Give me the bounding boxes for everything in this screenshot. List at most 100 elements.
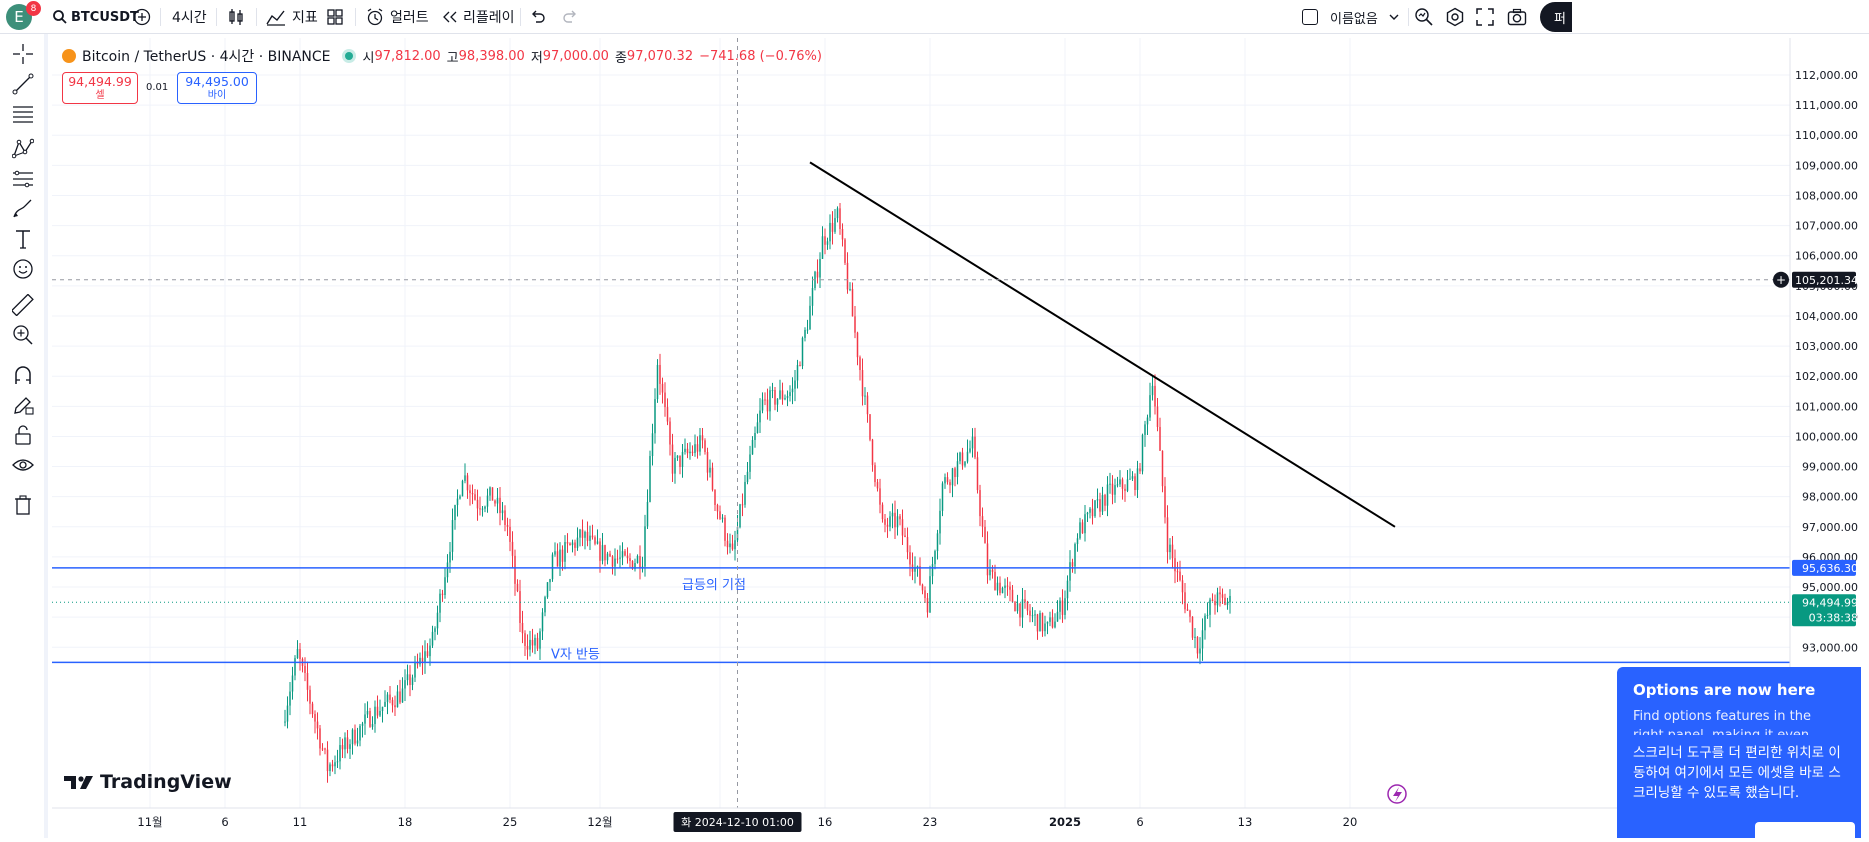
symbol-search-button[interactable]: BTCUSDT: [52, 4, 139, 30]
candle-body: [784, 398, 786, 400]
quick-search-button[interactable]: [1414, 4, 1436, 30]
candle-body: [611, 556, 614, 567]
buy-button[interactable]: 94,495.00 바이: [177, 72, 257, 104]
sell-button[interactable]: 94,494.99 셀: [62, 72, 138, 104]
candle-body: [336, 761, 339, 763]
templates-button[interactable]: [326, 4, 348, 30]
layout-menu-button[interactable]: 이름없음: [1302, 4, 1400, 30]
candle-body: [296, 648, 299, 659]
chart-canvas[interactable]: 급등의 기점 V자 반등 112,000.00 111,000.00 110,000.0…: [52, 38, 1869, 838]
alert-button[interactable]: 얼러트: [366, 4, 429, 30]
candle-body: [866, 395, 869, 415]
emoji-tool[interactable]: [8, 254, 38, 284]
candle-body: [709, 467, 711, 473]
publish-button[interactable]: 퍼: [1540, 2, 1572, 32]
candle-body: [741, 504, 744, 506]
candle-body: [1066, 580, 1069, 599]
candle-body: [629, 558, 631, 561]
candle-body: [1096, 499, 1099, 501]
series-title[interactable]: Bitcoin / TetherUS · 4시간 · BINANCE: [82, 49, 331, 65]
add-alert-icon[interactable]: [1773, 271, 1789, 288]
candle-body: [1041, 613, 1044, 632]
candle-body: [914, 567, 916, 572]
pattern-tool[interactable]: [8, 134, 38, 164]
candle-body: [549, 579, 551, 583]
candle-body: [1151, 385, 1154, 396]
text-t-icon: [16, 230, 30, 249]
candle-body: [839, 208, 841, 229]
undo-button[interactable]: [530, 4, 550, 30]
trend-line-tool[interactable]: [8, 69, 38, 99]
snapshot-button[interactable]: [1507, 4, 1529, 30]
gear-icon: [1446, 7, 1464, 27]
compare-symbol-button[interactable]: [131, 4, 153, 30]
crosshair-price-label: 105,201.34: [1795, 274, 1858, 287]
candle-body: [486, 495, 489, 507]
forecast-tool[interactable]: [8, 164, 38, 194]
price-tick-label: 102,000.00: [1795, 370, 1858, 383]
options-announcement-popup[interactable]: Options are now here Find options featur…: [1617, 667, 1861, 838]
redo-button[interactable]: [562, 4, 582, 30]
price-tick-label: 106,000.00: [1795, 250, 1858, 263]
candle-body: [304, 665, 306, 673]
candle-body: [1194, 636, 1196, 638]
time-tick-label: 6: [221, 815, 228, 829]
candle-body: [484, 506, 486, 509]
magnet-tool[interactable]: [8, 360, 38, 390]
candle-body: [1211, 599, 1214, 601]
trend-line[interactable]: [809, 161, 1396, 528]
change-value: −741.68 (−0.76%): [699, 48, 822, 64]
hide-drawings-tool[interactable]: [8, 450, 38, 480]
settings-button[interactable]: [1445, 4, 1467, 30]
candle-body: [594, 537, 596, 544]
indicators-button[interactable]: 지표: [266, 4, 318, 30]
candle-body: [849, 288, 851, 290]
spread-value: 0.01: [146, 82, 169, 93]
candle-body: [714, 489, 716, 505]
candle-body: [926, 598, 929, 613]
candle-body: [844, 239, 846, 263]
crosshair-tool[interactable]: [8, 39, 38, 69]
candle-body: [1164, 486, 1166, 518]
price-tick-label: 100,000.00: [1795, 430, 1858, 443]
candle-body: [674, 457, 676, 474]
zoom-tool[interactable]: [8, 320, 38, 350]
lock-drawings-tool[interactable]: [8, 420, 38, 450]
fib-tool[interactable]: [8, 99, 38, 129]
candle-body: [879, 488, 881, 505]
candle-body: [666, 407, 669, 422]
candle-body: [381, 706, 384, 711]
interval-button[interactable]: 4시간: [172, 10, 207, 26]
user-avatar[interactable]: E 8: [6, 1, 41, 31]
candle-body: [439, 593, 441, 613]
sell-label: 셀: [95, 90, 105, 101]
candle-body: [994, 571, 996, 591]
candle-body: [1206, 614, 1209, 616]
chart-pane[interactable]: 급등의 기점 V자 반등 112,000.00 111,000.00 110,000.0…: [52, 38, 1869, 838]
fullscreen-button[interactable]: [1476, 4, 1498, 30]
undo-icon: [532, 10, 545, 23]
candle-body: [581, 529, 584, 538]
brush-tool[interactable]: [8, 194, 38, 224]
chart-type-button[interactable]: [227, 4, 249, 30]
popup-confirm-button[interactable]: [1755, 822, 1855, 838]
candle-body: [1121, 479, 1124, 489]
candle-body: [606, 553, 609, 561]
remove-drawings-tool[interactable]: [8, 490, 38, 520]
time-axis[interactable]: [52, 808, 1790, 838]
price-tick-label: 107,000.00: [1795, 220, 1858, 233]
tradingview-logo[interactable]: TradingView: [64, 771, 232, 793]
candle-body: [816, 271, 819, 278]
measure-tool[interactable]: [8, 290, 38, 320]
candle-body: [1229, 595, 1231, 603]
candle-body: [521, 622, 524, 634]
lightning-bolt-glyph: [1393, 787, 1402, 802]
candle-body: [1166, 517, 1169, 553]
stay-in-drawing-mode-tool[interactable]: [8, 390, 38, 420]
candle-body: [679, 455, 681, 467]
text-tool[interactable]: [8, 224, 38, 254]
candle-body: [1139, 468, 1141, 472]
candle-body: [536, 637, 539, 649]
time-tick-label: 23: [923, 815, 938, 829]
replay-button[interactable]: 리플레이: [442, 4, 515, 30]
